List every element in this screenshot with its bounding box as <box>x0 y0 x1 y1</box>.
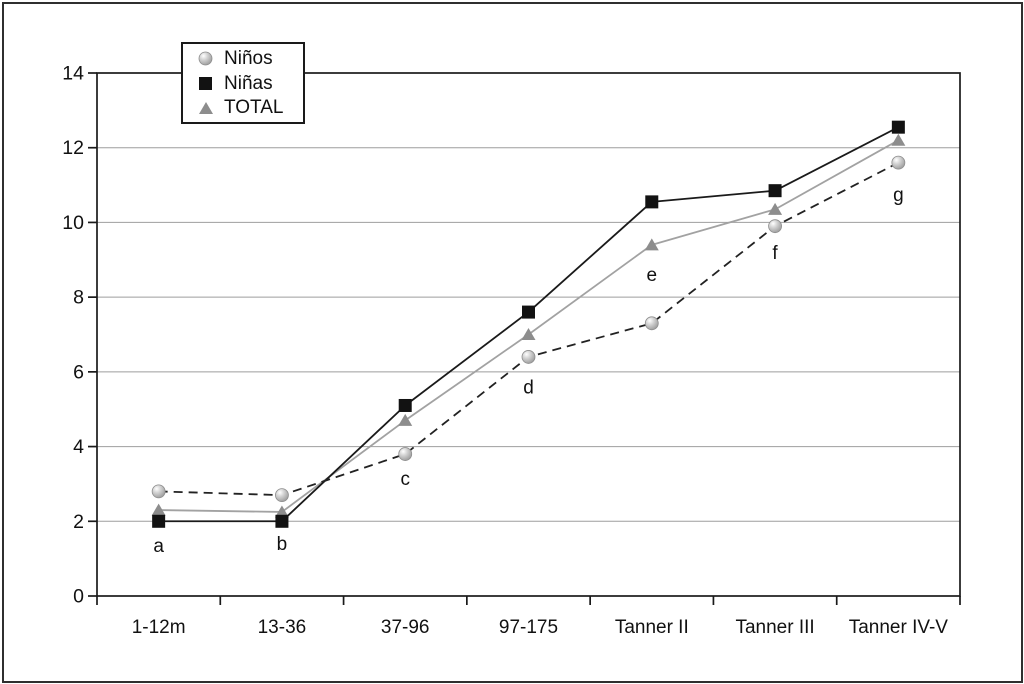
y-tick-label: 14 <box>62 63 84 85</box>
legend: Niños Niñas TOTAL <box>181 42 305 124</box>
data-point-ninas <box>891 120 905 134</box>
data-point-total <box>398 413 413 426</box>
annotation-letter-a: a <box>153 536 164 557</box>
data-point-ninas <box>522 305 535 319</box>
annotation-letter-d: d <box>523 377 534 398</box>
legend-label-ninos: Niños <box>224 47 273 69</box>
data-point-ninas <box>645 195 659 209</box>
annotations-layer: a b c d e f g <box>153 185 903 557</box>
x-tick-label: 1-12m <box>132 617 186 638</box>
data-point-total <box>644 238 659 251</box>
y-tick-label: 6 <box>73 361 84 383</box>
data-point-ninos <box>768 219 782 234</box>
annotation-letter-f: f <box>772 243 778 264</box>
axes-layer: 0 2 4 6 8 10 12 14 1-12m 13-36 37-96 97-175 Tanner I… <box>62 63 961 638</box>
annotation-letter-c: c <box>400 469 410 490</box>
x-tick-label: 37-96 <box>381 617 430 638</box>
data-point-ninos <box>521 350 536 364</box>
legend-item-total: TOTAL <box>183 95 303 120</box>
data-point-ninas <box>398 398 412 412</box>
y-tick-label: 4 <box>73 436 84 458</box>
y-tick-label: 8 <box>73 287 84 309</box>
y-tick-label: 12 <box>62 137 84 159</box>
y-tick-label: 10 <box>62 212 84 234</box>
series-line-total <box>158 139 899 513</box>
y-tick-label: 2 <box>73 511 84 533</box>
data-point-total <box>891 133 906 146</box>
legend-item-ninas: Niñas <box>183 71 303 96</box>
x-tick-label: Tanner III <box>735 617 814 638</box>
data-point-ninas <box>152 514 166 528</box>
plot-frame <box>96 72 961 597</box>
annotation-letter-b: b <box>277 534 288 555</box>
x-tick-label: 13-36 <box>258 617 307 638</box>
data-point-ninos <box>891 155 906 170</box>
y-tick-label: 0 <box>73 586 84 608</box>
data-point-ninas <box>275 514 289 528</box>
data-point-total <box>274 505 289 518</box>
x-tick-label: Tanner IV-V <box>849 617 949 638</box>
legend-item-ninos: Niños <box>183 46 303 71</box>
data-point-ninos <box>275 488 289 503</box>
series-line-ninas <box>158 126 899 523</box>
x-tick-label: Tanner II <box>615 617 689 638</box>
legend-label-ninas: Niñas <box>224 72 273 94</box>
data-point-ninos <box>644 316 659 331</box>
annotation-letter-e: e <box>646 265 657 286</box>
data-point-ninas <box>768 184 782 198</box>
data-point-ninos <box>398 447 413 461</box>
data-point-total <box>521 328 536 340</box>
x-tick-label: 97-175 <box>499 617 558 638</box>
data-point-ninos <box>151 484 166 499</box>
series-layer <box>151 120 906 528</box>
annotation-letter-g: g <box>893 185 904 206</box>
triangle-marker-icon <box>183 101 224 115</box>
legend-label-total: TOTAL <box>224 97 284 119</box>
square-marker-icon <box>183 76 224 91</box>
circle-marker-icon <box>183 51 224 66</box>
data-point-total <box>768 202 783 215</box>
data-point-total <box>151 503 166 516</box>
gridlines-layer <box>97 147 960 522</box>
